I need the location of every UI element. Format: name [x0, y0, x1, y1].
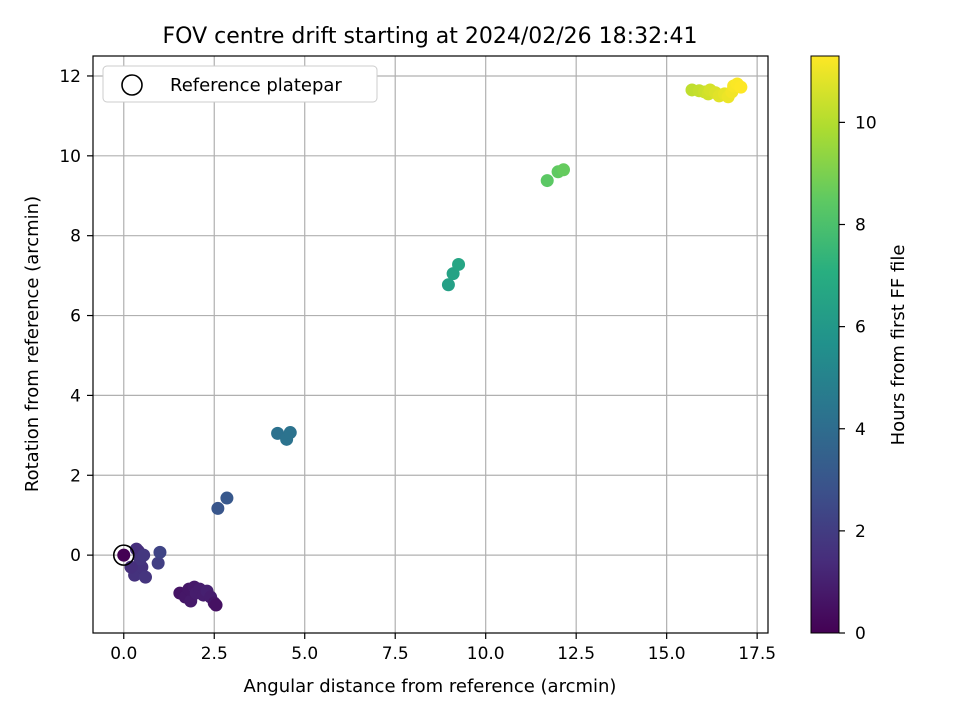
- legend-marker-reference: [121, 74, 143, 96]
- y-tick-label: 6: [70, 307, 81, 327]
- y-tick-label: 12: [59, 67, 81, 87]
- y-axis-label: Rotation from reference (arcmin): [22, 196, 43, 492]
- y-tick-label: 0: [70, 546, 81, 566]
- data-point: [211, 501, 225, 515]
- colorbar-ticks: 0 2 4 6 8 10: [839, 113, 877, 644]
- x-tick-label: 7.5: [382, 644, 409, 664]
- y-tick-label: 10: [59, 147, 81, 167]
- x-axis-ticks: 0.0 2.5 5.0 7.5 10.0 12.5 15.0 17.5: [110, 633, 776, 664]
- data-point: [557, 163, 571, 177]
- colorbar: [811, 56, 839, 633]
- plot-frame: [92, 55, 769, 634]
- colorbar-tick-label: 10: [855, 113, 877, 133]
- data-point: [138, 570, 152, 584]
- x-axis-label: Angular distance from reference (arcmin): [244, 676, 617, 697]
- colorbar-label: Hours from first FF file: [888, 245, 909, 446]
- x-tick-label: 5.0: [291, 644, 318, 664]
- colorbar-tick-label: 2: [855, 522, 866, 542]
- x-tick-label: 0.0: [110, 644, 137, 664]
- data-point: [220, 491, 234, 505]
- legend-box: [102, 65, 378, 103]
- y-tick-label: 2: [70, 466, 81, 486]
- y-tick-label: 8: [70, 227, 81, 247]
- x-tick-label: 2.5: [201, 644, 228, 664]
- scatter-points: [112, 77, 748, 612]
- colorbar-frame: [810, 55, 840, 634]
- y-tick-label: 4: [70, 386, 81, 406]
- colorbar-tick-label: 6: [855, 318, 866, 338]
- data-point: [153, 545, 167, 559]
- chart-title: FOV centre drift starting at 2024/02/26 …: [163, 24, 698, 49]
- x-tick-label: 12.5: [557, 644, 595, 664]
- x-tick-label: 15.0: [648, 644, 686, 664]
- data-point: [734, 80, 748, 94]
- data-point: [540, 174, 554, 188]
- data-point: [137, 548, 151, 562]
- x-tick-label: 17.5: [738, 644, 776, 664]
- colorbar-tick-label: 4: [855, 420, 866, 440]
- grid: [93, 56, 768, 633]
- colorbar-tick-label: 0: [855, 624, 866, 644]
- reference-platepar-marker: [112, 544, 135, 566]
- colorbar-tick-label: 8: [855, 216, 866, 236]
- data-point: [151, 556, 165, 570]
- data-point: [283, 426, 297, 440]
- legend-label-reference: Reference platepar: [170, 75, 342, 96]
- y-axis-ticks: 0 2 4 6 8 10 12: [59, 67, 93, 566]
- legend: Reference platepar: [102, 65, 378, 103]
- data-point: [441, 278, 455, 292]
- data-point: [117, 548, 131, 562]
- x-tick-label: 10.0: [467, 644, 505, 664]
- data-point: [209, 598, 223, 612]
- data-point: [452, 257, 466, 271]
